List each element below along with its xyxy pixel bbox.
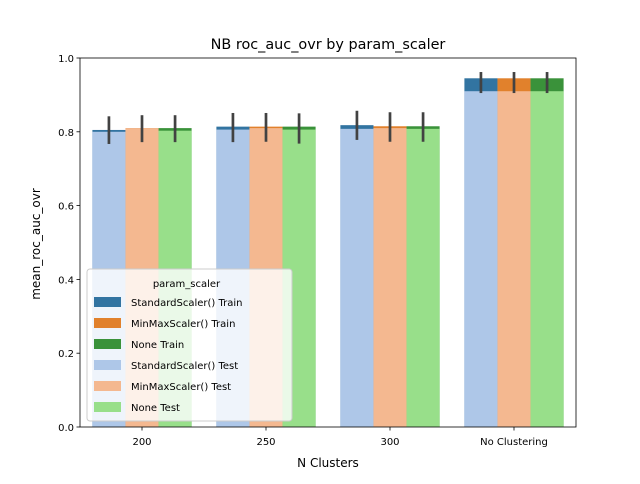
legend-swatch (94, 318, 121, 328)
legend-title: param_scaler (153, 279, 221, 290)
y-axis-label: mean_roc_auc_ovr (29, 188, 43, 300)
x-tick-label: 300 (380, 437, 399, 448)
y-tick-label: 1.0 (58, 54, 74, 65)
y-tick-label: 0.4 (58, 275, 74, 286)
x-tick-label: 250 (256, 437, 275, 448)
plot-frame (79, 57, 577, 428)
bar-none-test-no-clustering (530, 91, 564, 428)
legend-label: StandardScaler() Train (131, 298, 242, 309)
bar-standardscaler-test-300 (340, 128, 374, 427)
legend-swatch (94, 360, 121, 370)
legend-label: MinMaxScaler() Train (131, 319, 235, 330)
legend: param_scaler StandardScaler() Train MinMax… (86, 268, 293, 422)
legend-label: StandardScaler() Test (131, 361, 238, 372)
legend-swatch (94, 402, 121, 412)
x-tick-label: 200 (132, 437, 151, 448)
x-axis-label: N Clusters (297, 456, 359, 470)
y-tick-label: 0.2 (58, 349, 74, 360)
x-tick-label: No Clustering (480, 437, 548, 448)
chart-title: NB roc_auc_ovr by param_scaler (211, 37, 446, 53)
bar-standardscaler-test-no-clustering (464, 91, 498, 428)
y-tick-label: 0.0 (58, 423, 74, 434)
legend-swatch (94, 339, 121, 349)
legend-label: MinMaxScaler() Test (131, 382, 231, 393)
legend-label: None Test (131, 403, 180, 414)
legend-swatch (94, 297, 121, 307)
bar-minmaxscaler-test-no-clustering (497, 91, 531, 428)
axes-layer: 0.0 0.2 0.4 0.6 0.8 1.0 200 250 300 No Clustering (58, 54, 577, 448)
legend-swatch (94, 381, 121, 391)
legend-box (86, 268, 293, 422)
legend-label: None Train (131, 340, 184, 351)
bar-minmaxscaler-test-300 (373, 128, 407, 428)
bar-none-test-300 (406, 128, 440, 427)
y-tick-label: 0.6 (58, 202, 74, 213)
y-tick-label: 0.8 (58, 128, 74, 139)
error-bars-layer (107, 72, 549, 144)
